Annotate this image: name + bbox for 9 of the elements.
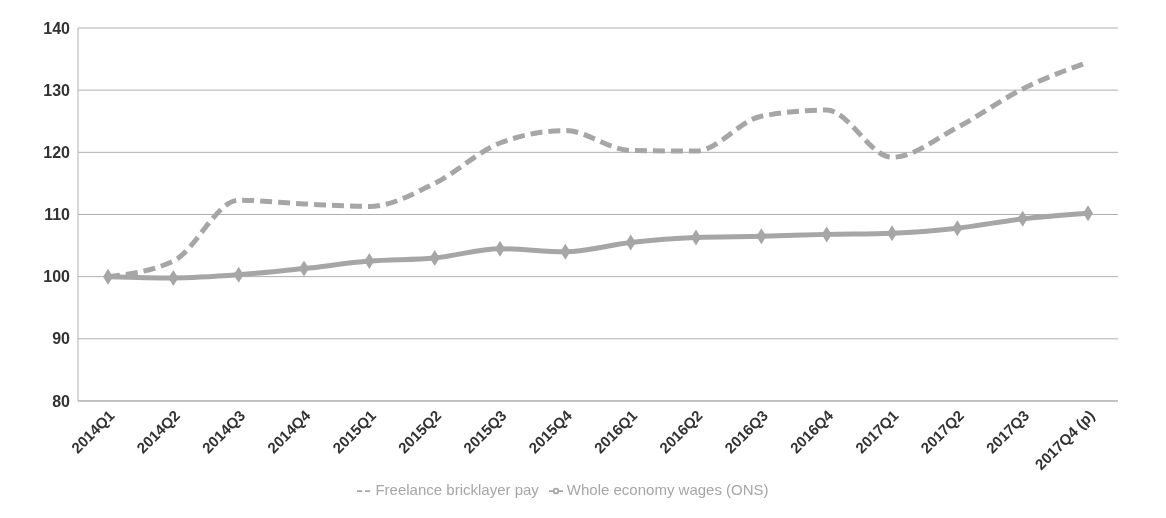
y-tick-label: 130: [43, 81, 71, 99]
y-tick-label: 100: [43, 268, 71, 286]
y-tick-label: 120: [43, 144, 71, 161]
y-tick-label: 80: [52, 392, 71, 410]
legend-label: Freelance bricklayer pay: [375, 480, 539, 498]
y-tick-label: 140: [43, 19, 71, 37]
y-tick-label: 110: [44, 206, 71, 224]
legend-label: Whole economy wages (ONS): [566, 480, 769, 498]
y-tick-label: 90: [52, 330, 71, 348]
